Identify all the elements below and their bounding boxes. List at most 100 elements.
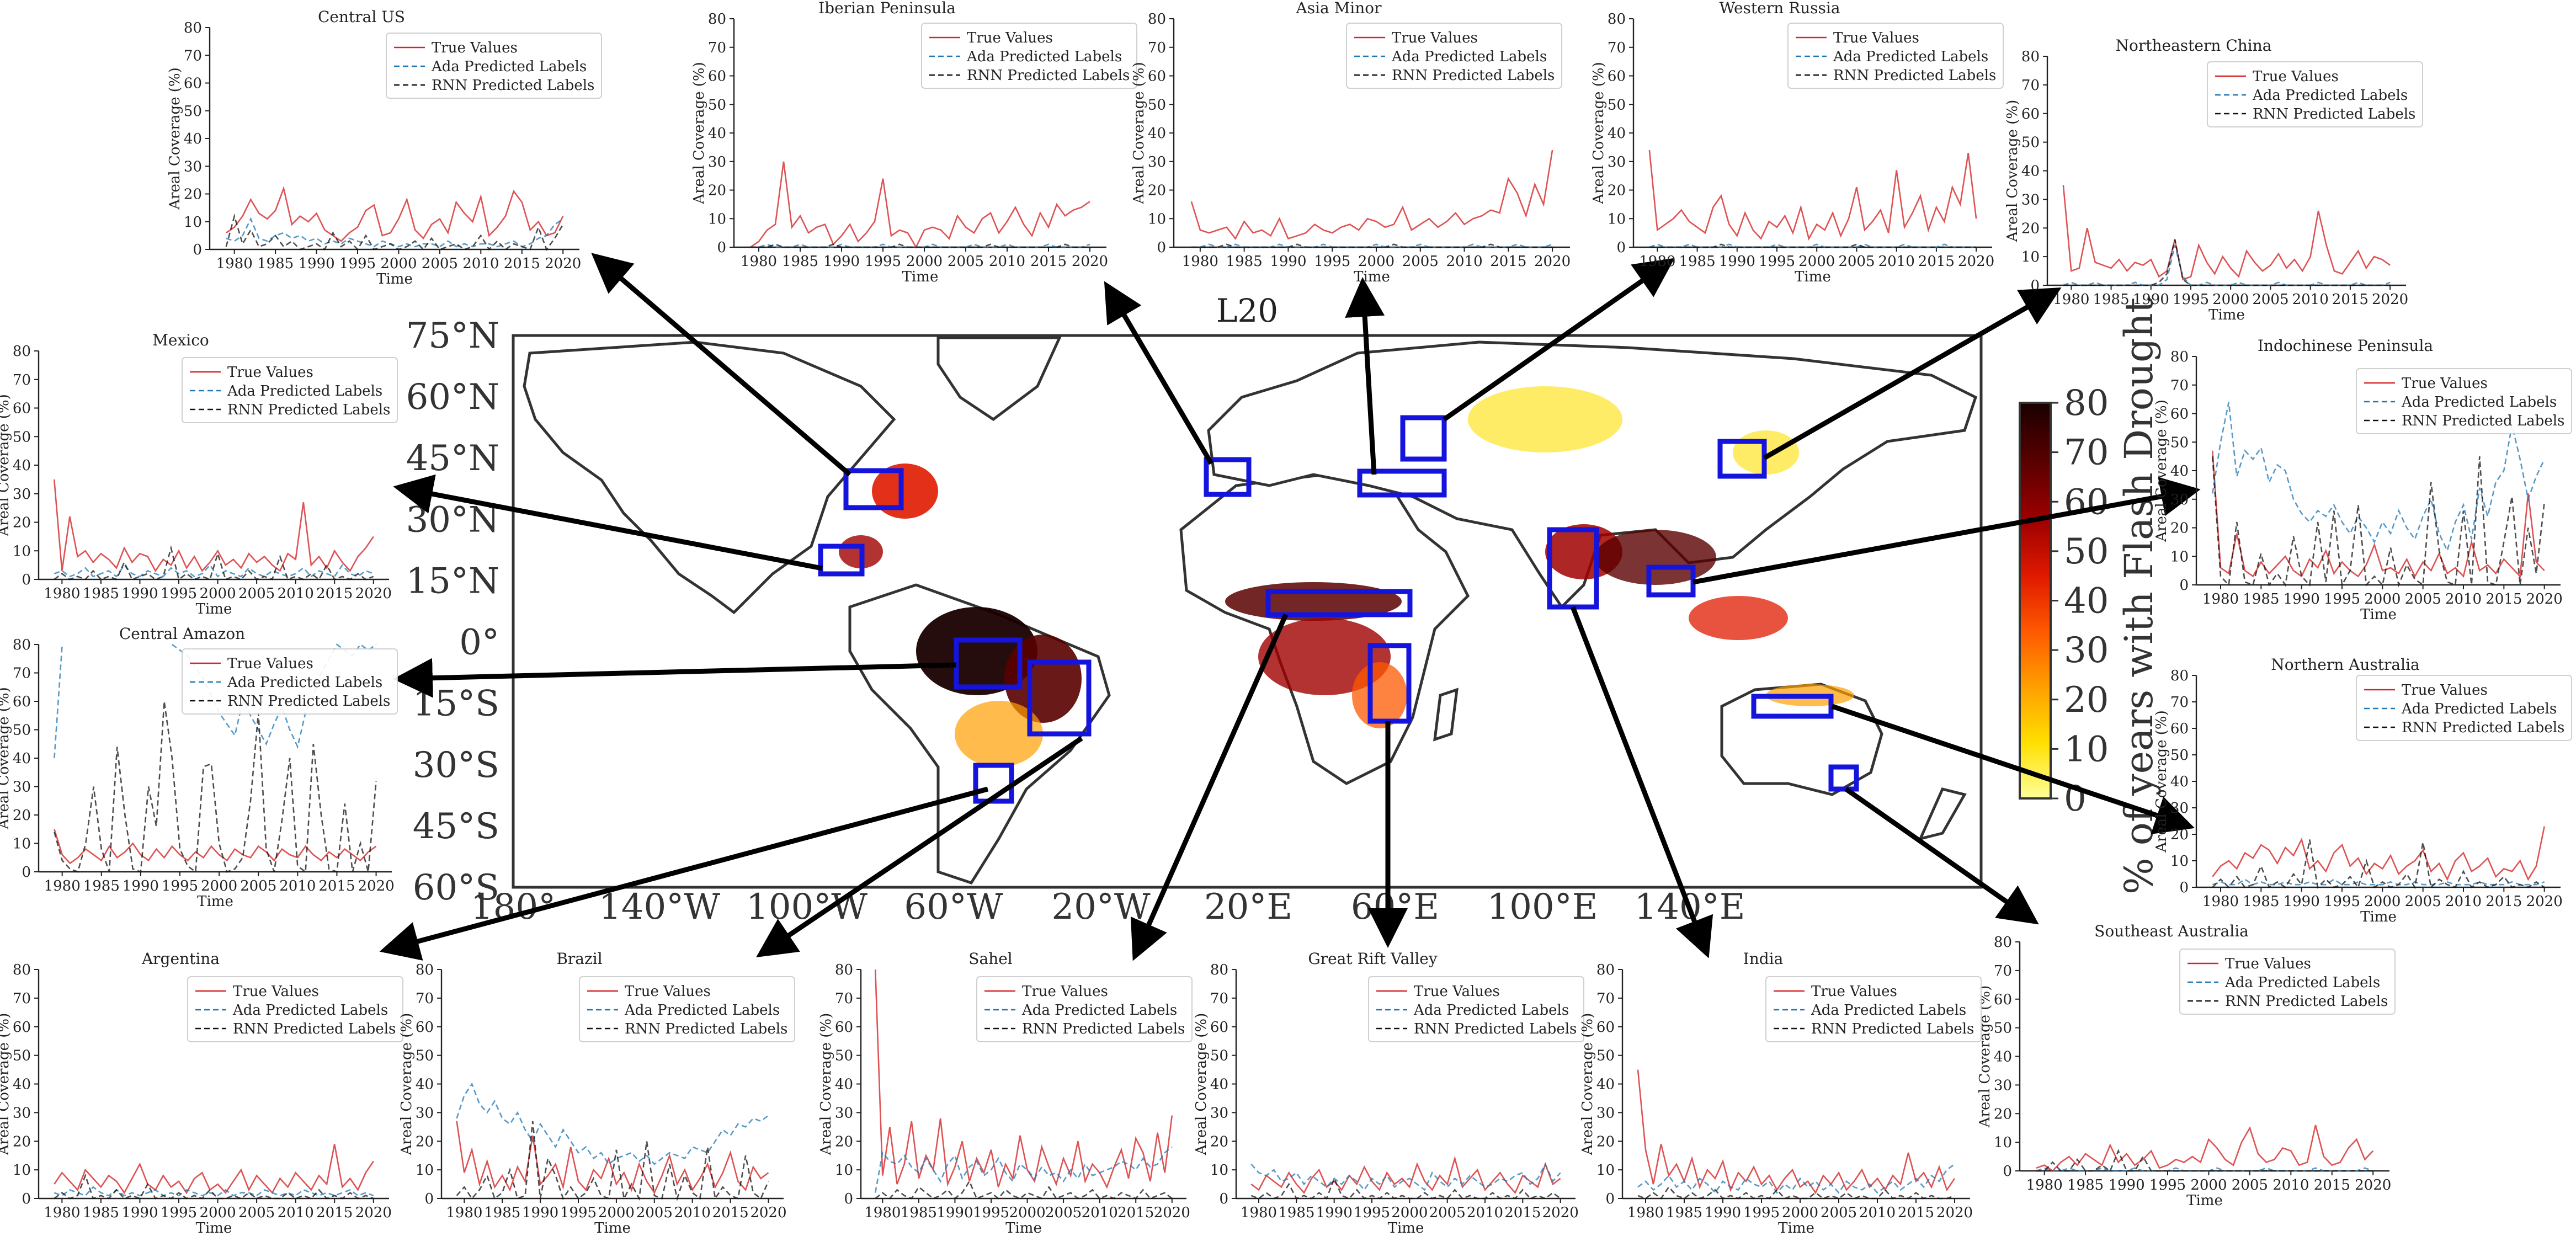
x-tick-label: 2015 [504,255,540,272]
x-tick-label: 2010 [2292,291,2329,308]
x-tick-label: 2015 [318,878,355,894]
x-tick-label: 2015 [1898,1205,1934,1221]
colorbar-tick-label: 20 [2064,680,2109,721]
x-tick-label: 1985 [2067,1177,2104,1194]
x-tick-label: 1980 [216,255,253,272]
y-tick-label: 70 [13,990,31,1007]
x-tick-label: 1995 [973,1205,1009,1221]
legend-label: True Values [2402,682,2488,699]
series-line-true-values [1190,150,1553,240]
x-tick-label: 2000 [1009,1205,1045,1221]
x-tick-label: 1980 [2202,893,2239,910]
y-tick-label: 50 [2021,135,2040,151]
y-tick-label: 60 [13,694,31,710]
y-axis-label: Areal Coverage (%) [2004,100,2021,243]
series-line-ada-predicted-labels [2063,245,2391,286]
x-tick-label: 2005 [2252,291,2288,308]
map-lat-tick-label: 30°S [413,745,499,786]
y-tick-label: 30 [2170,492,2189,508]
series-line-true-values [226,185,564,242]
series-line-true-values [1250,1155,1561,1194]
x-tick-label: 1990 [1316,1205,1353,1221]
y-tick-label: 70 [835,990,853,1007]
y-tick-label: 70 [1148,40,1166,56]
y-tick-label: 70 [13,372,31,388]
panel-title: Sahel [968,950,1012,968]
box-mexico [818,544,865,577]
legend-label: RNN Predicted Labels [2402,720,2564,736]
y-tick-label: 0 [2030,278,2040,294]
y-tick-label: 70 [13,665,31,682]
y-tick-label: 40 [1210,1077,1228,1093]
colorbar-tick-label: 70 [2064,433,2109,473]
colorbar-tick-label: 60 [2064,482,2109,523]
map-lon-tick-label: 100°E [1487,887,1598,928]
panel-india: 0 10 20 30 40 50 60 70 80 1980 1985 1990 1995 2000 200… [1579,950,1982,1236]
panel-title: Northern Australia [2271,656,2419,674]
x-tick-label: 2015 [1117,1205,1154,1221]
series-line-true-values [2036,1125,2374,1172]
y-tick-label: 10 [13,543,31,560]
y-tick-label: 10 [184,214,202,231]
y-axis-label: Areal Coverage (%) [1131,62,1147,205]
x-tick-label: 2020 [2526,893,2563,910]
legend-label: RNN Predicted Labels [1833,67,1996,84]
y-tick-label: 60 [2021,106,2040,122]
legend-label: Ada Predicted Labels [227,674,382,691]
panel-northeastern-china: 0 10 20 30 40 50 60 70 80 1980 1985 1990 1995 2000 200… [2004,36,2423,323]
colorbar-tick-label: 10 [2064,729,2109,770]
x-tick-label: 2020 [750,1205,786,1221]
arrow-northeastern-china [1763,287,2062,460]
series-line-true-values [54,829,377,865]
legend-label: RNN Predicted Labels [233,1021,396,1037]
y-tick-label: 0 [193,242,202,258]
x-tick-label: 2010 [1859,1205,1896,1221]
map-lat-tick-label: 15°S [413,684,499,724]
x-tick-label: 2000 [2190,1177,2227,1194]
x-tick-label: 2015 [1504,1205,1541,1221]
colorbar-gradient [2019,402,2052,800]
y-axis-label: Areal Coverage (%) [398,1013,415,1156]
map-frame [512,334,1983,889]
legend-label: Ada Predicted Labels [2401,394,2557,411]
series-line-rnn-predicted-labels [751,243,1090,248]
x-tick-label: 2000 [1782,1205,1818,1221]
series-line-true-values [1637,1069,1956,1195]
x-tick-label: 2020 [1072,253,1108,270]
y-tick-label: 20 [708,183,726,199]
x-tick-label: 1985 [484,1205,520,1221]
x-tick-label: 1990 [2133,291,2169,308]
y-tick-label: 0 [717,239,726,256]
x-tick-label: 2010 [1878,253,1915,270]
x-tick-label: 2000 [201,878,237,894]
x-tick-label: 1995 [2173,291,2209,308]
series-line-rnn-predicted-labels [875,1180,1173,1200]
legend-label: True Values [2253,68,2339,85]
y-axis-label: Areal Coverage (%) [691,62,707,205]
y-tick-label: 70 [2021,77,2040,94]
series-line-rnn-predicted-labels [2036,1149,2373,1172]
y-tick-label: 50 [184,103,202,120]
x-axis-label: Time [594,1220,631,1236]
map-lat-tick-label: 15°N [406,561,499,601]
x-axis-label: Time [902,269,939,285]
y-tick-label: 60 [1210,1019,1228,1036]
y-tick-label: 60 [1608,68,1626,85]
x-tick-label: 1990 [298,255,334,272]
panel-indochinese-peninsula: 0 10 20 30 40 50 60 70 80 1980 1985 1990 1995 2000 200… [2153,337,2572,623]
legend-label: True Values [1022,983,1108,1000]
panel-northern-australia: 0 10 20 30 40 50 60 70 80 1980 1985 1990 1995 2000 200… [2153,656,2572,925]
x-tick-label: 2005 [636,1205,673,1221]
x-tick-label: 1995 [1314,253,1350,270]
map-lon-tick-label: 60°E [1351,887,1439,928]
y-tick-label: 70 [416,990,434,1007]
box-central-amazon [954,637,1023,690]
y-tick-label: 80 [1596,962,1615,978]
x-tick-label: 1980 [1627,1205,1664,1221]
y-tick-label: 80 [1608,11,1626,28]
y-tick-label: 50 [416,1048,434,1064]
arrow-central-amazon [393,658,957,698]
y-tick-label: 0 [844,1191,853,1207]
legend-label: True Values [233,983,319,1000]
